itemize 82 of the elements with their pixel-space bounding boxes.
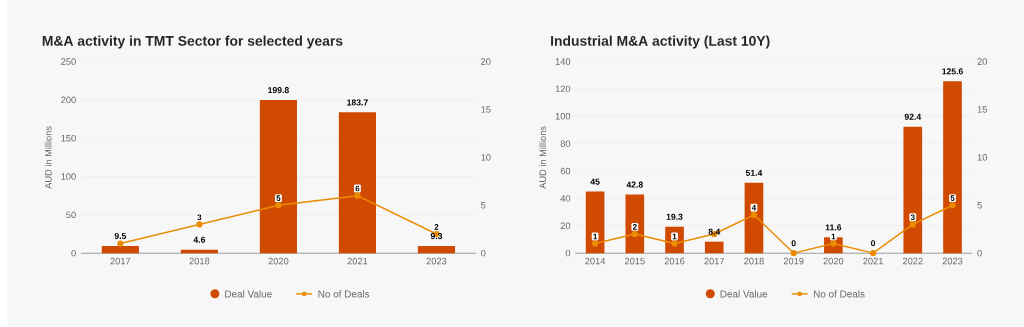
point xyxy=(591,240,599,247)
x-tick-label: 2019 xyxy=(783,258,804,265)
x-tick-label: 2017 xyxy=(110,258,131,265)
y-tick-label: 140 xyxy=(555,58,571,66)
y-tick-label: 0 xyxy=(565,250,571,257)
y2-tick-label: 0 xyxy=(481,250,486,257)
legend-label: No of Deals xyxy=(813,290,865,298)
point xyxy=(949,202,956,209)
y2-tick-label: 20 xyxy=(481,58,491,66)
data-label: 11.6 xyxy=(825,224,842,231)
y-tick-label: 100 xyxy=(61,173,76,180)
data-label: 183.7 xyxy=(347,99,368,106)
x-tick-label: 2021 xyxy=(863,258,883,265)
point xyxy=(790,250,797,257)
data-label: 9.5 xyxy=(114,233,127,240)
x-tick-label: 2022 xyxy=(902,258,923,265)
point xyxy=(196,221,203,228)
y-tick-label: 60 xyxy=(560,167,571,175)
data-label: 0 xyxy=(791,240,796,247)
y-tick-label: 80 xyxy=(560,140,571,148)
y2-tick-label: 20 xyxy=(977,58,987,66)
chart-title: M&A activity in TMT Sector for selected years xyxy=(42,35,343,49)
y-tick-label: 250 xyxy=(61,58,76,66)
chart-title: Industrial M&A activity (Last 10Y) xyxy=(551,35,770,49)
y2-tick-label: 10 xyxy=(977,154,987,161)
y-tick-label: 50 xyxy=(66,211,76,219)
x-tick-label: 2023 xyxy=(942,258,963,265)
data-label: 45 xyxy=(590,178,600,185)
x-tick-label: 2021 xyxy=(347,258,368,265)
bar xyxy=(744,183,764,254)
data-label: 42.8 xyxy=(626,181,643,188)
point xyxy=(631,231,638,238)
x-tick-label: 2016 xyxy=(664,258,685,265)
y2-tick-label: 15 xyxy=(481,106,491,113)
y-tick-label: 40 xyxy=(560,195,571,202)
legend-label: Deal Value xyxy=(225,290,272,298)
x-tick-label: 2018 xyxy=(189,258,210,265)
data-label: 9.3 xyxy=(430,233,443,240)
bar xyxy=(704,241,724,254)
bar xyxy=(585,191,605,254)
data-label: 51.4 xyxy=(745,170,763,177)
y-tick-label: 200 xyxy=(61,96,76,104)
y-tick-label: 100 xyxy=(555,113,571,120)
x-tick-label: 2017 xyxy=(704,258,725,265)
bar xyxy=(625,194,645,254)
bar xyxy=(259,100,297,254)
point xyxy=(909,221,916,228)
point xyxy=(354,192,361,199)
bar xyxy=(417,246,456,254)
bar xyxy=(903,126,923,254)
y2-tick-label: 15 xyxy=(977,106,987,113)
data-label: 199.8 xyxy=(268,87,289,94)
y2-tick-label: 5 xyxy=(977,202,982,209)
y-tick-label: 0 xyxy=(71,250,76,257)
x-tick-label: 2020 xyxy=(268,258,289,265)
y2-tick-label: 5 xyxy=(481,202,486,209)
point xyxy=(750,211,758,219)
legend-label: No of Deals xyxy=(318,290,370,298)
y-tick-label: 150 xyxy=(61,135,76,142)
y-tick-label: 120 xyxy=(555,85,571,93)
point xyxy=(869,250,877,257)
legend-label: Deal Value xyxy=(720,290,768,298)
x-tick-label: 2020 xyxy=(823,258,844,265)
data-label: 19.3 xyxy=(666,213,683,221)
x-tick-label: 2018 xyxy=(744,258,764,265)
bar xyxy=(943,81,962,254)
data-label: 4.6 xyxy=(193,236,206,243)
data-label: 0 xyxy=(871,240,876,247)
bar xyxy=(101,246,139,254)
point xyxy=(275,202,282,209)
y2-tick-label: 0 xyxy=(977,250,982,257)
x-tick-label: 2014 xyxy=(585,258,606,265)
bar xyxy=(338,112,376,254)
y-axis-title: AUD in Millions xyxy=(539,126,547,189)
y2-tick-label: 10 xyxy=(481,154,491,161)
x-tick-label: 2023 xyxy=(426,258,447,265)
point xyxy=(117,240,124,247)
y-axis-title: AUD in Millions xyxy=(44,126,52,189)
x-tick-label: 2015 xyxy=(624,258,645,265)
y-tick-label: 20 xyxy=(560,222,571,230)
data-label: 92.4 xyxy=(904,113,922,120)
data-label: 125.6 xyxy=(942,68,963,75)
